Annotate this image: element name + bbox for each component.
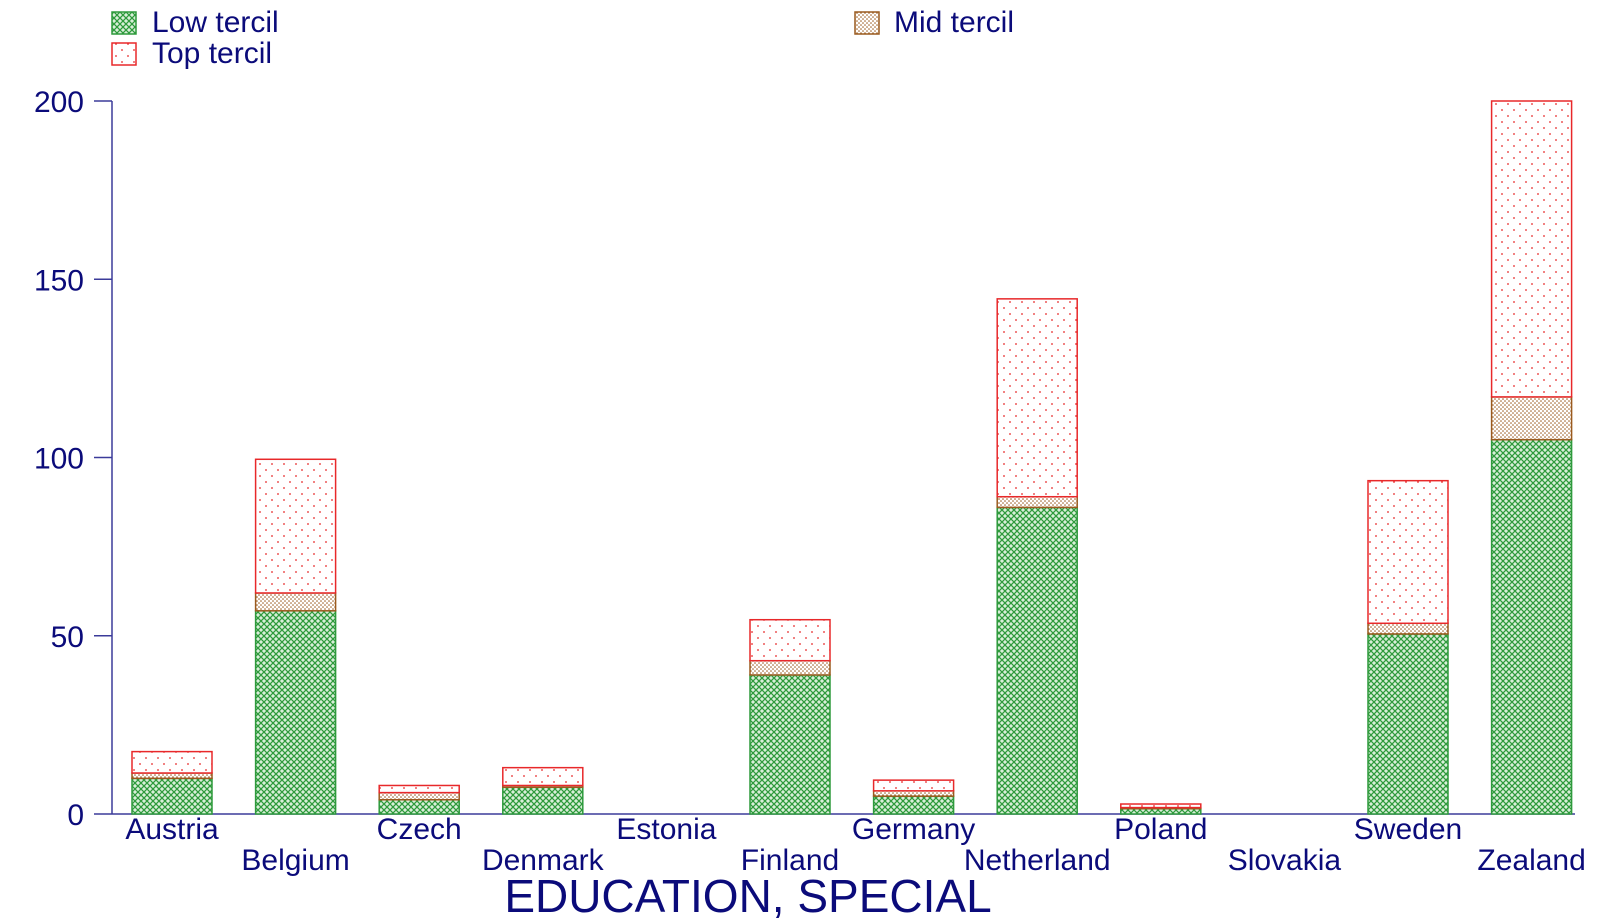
bar-zealand-mid-tercil xyxy=(1490,396,1573,441)
x-axis-title: EDUCATION, SPECIAL xyxy=(504,870,991,918)
bar-austria-top-tercil xyxy=(131,750,213,774)
legend-swatch-mid-tercil xyxy=(854,11,880,35)
bar-finland-mid-tercil xyxy=(749,659,831,676)
bar-finland-top-tercil xyxy=(749,618,831,662)
x-axis-labels: Austria Belgium Czech Denmark Estonia Finland… xyxy=(125,813,1585,877)
y-tick-label: 100 xyxy=(34,443,84,476)
bar-belgium-mid-tercil xyxy=(254,592,337,612)
bar-czech-top-tercil xyxy=(378,784,460,794)
bar-netherland-top-tercil xyxy=(996,298,1078,498)
bar-germany-top-tercil xyxy=(872,779,955,792)
bar-belgium-low-tercil xyxy=(254,610,337,815)
x-tick-label-sweden: Sweden xyxy=(1354,813,1462,846)
x-tick-label-netherland: Netherland xyxy=(964,844,1111,877)
bar-czech-mid-tercil xyxy=(378,791,460,801)
bar-sweden-mid-tercil xyxy=(1367,622,1449,635)
y-tick-label: 0 xyxy=(67,799,84,832)
bar-zealand-top-tercil xyxy=(1490,100,1573,398)
legend-label-top-tercil: Top tercil xyxy=(152,37,272,70)
legend-swatch-top-tercil xyxy=(111,42,137,66)
legend: Low tercil Mid tercil Top tercil xyxy=(111,6,1014,70)
y-tick-label: 50 xyxy=(51,621,84,654)
bar-netherland-low-tercil xyxy=(996,506,1078,815)
legend-item-low-tercil: Low tercil xyxy=(111,6,279,39)
legend-item-mid-tercil: Mid tercil xyxy=(854,6,1014,39)
bars xyxy=(131,100,1573,815)
bar-zealand-low-tercil xyxy=(1490,438,1573,815)
y-axis-ticks: 0 50 100 150 200 xyxy=(34,86,112,832)
x-tick-label-belgium: Belgium xyxy=(241,844,349,877)
x-tick-label-estonia: Estonia xyxy=(616,813,716,846)
bar-germany-mid-tercil xyxy=(872,790,955,797)
x-tick-label-germany: Germany xyxy=(852,813,975,846)
legend-swatch-low-tercil xyxy=(111,11,137,35)
bar-finland-low-tercil xyxy=(749,674,831,815)
legend-item-top-tercil: Top tercil xyxy=(111,37,272,70)
bar-austria-low-tercil xyxy=(131,777,213,815)
bar-denmark-low-tercil xyxy=(502,786,584,815)
legend-label-mid-tercil: Mid tercil xyxy=(894,6,1014,39)
x-tick-label-czech: Czech xyxy=(377,813,462,846)
bar-austria-mid-tercil xyxy=(131,772,213,780)
bar-netherland-mid-tercil xyxy=(996,495,1078,509)
y-tick-label: 150 xyxy=(34,264,84,297)
x-tick-label-denmark: Denmark xyxy=(482,844,605,877)
x-tick-label-zealand: Zealand xyxy=(1477,844,1585,877)
bar-denmark-top-tercil xyxy=(502,766,584,787)
x-tick-label-finland: Finland xyxy=(741,844,839,877)
bar-poland-top-tercil xyxy=(1120,803,1202,809)
x-tick-label-slovakia: Slovakia xyxy=(1228,844,1342,877)
bar-czech-low-tercil xyxy=(378,798,460,815)
bar-sweden-top-tercil xyxy=(1367,479,1449,625)
x-tick-label-austria: Austria xyxy=(125,813,219,846)
bar-belgium-top-tercil xyxy=(254,458,337,594)
x-tick-label-poland: Poland xyxy=(1114,813,1207,846)
bar-sweden-low-tercil xyxy=(1367,633,1449,815)
y-tick-label: 200 xyxy=(34,86,84,119)
legend-label-low-tercil: Low tercil xyxy=(152,6,279,39)
bar-germany-low-tercil xyxy=(872,795,955,815)
